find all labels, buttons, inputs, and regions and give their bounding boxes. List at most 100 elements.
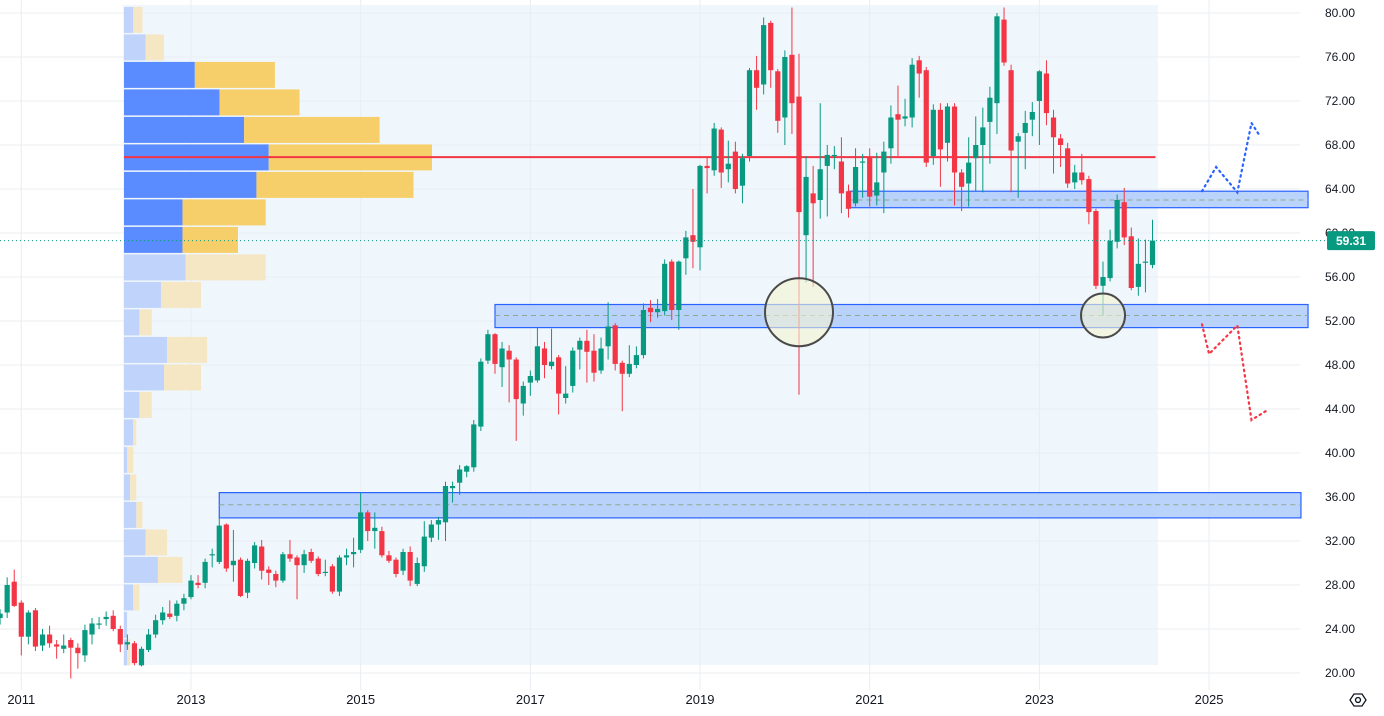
candle — [959, 169, 965, 211]
candle — [457, 465, 463, 495]
candle — [584, 329, 590, 383]
profile-up-bar — [124, 611, 128, 638]
profile-down-bar — [182, 226, 238, 253]
candle-body — [513, 359, 519, 400]
candle — [223, 523, 229, 572]
profile-up-bar — [124, 6, 134, 33]
candle-body — [711, 128, 717, 171]
2023-low-circle[interactable] — [1080, 292, 1127, 339]
candle-body — [329, 566, 335, 592]
candle — [534, 327, 541, 383]
candle-body — [478, 361, 484, 427]
candle-body — [605, 326, 611, 347]
candle — [895, 85, 901, 156]
profile-down-bar — [145, 34, 165, 61]
y-tick-label: 20.00 — [1325, 666, 1355, 680]
candle-body — [633, 355, 639, 365]
candle — [322, 559, 328, 577]
candle — [598, 337, 604, 374]
profile-up-bar — [124, 281, 161, 308]
covid-low-circle[interactable] — [764, 277, 834, 348]
time-axis[interactable]: 2011 2013 2015 2017 2019 2021 2023 2025 — [7, 692, 1223, 707]
candle — [619, 360, 625, 412]
y-tick-label: 40.00 — [1325, 446, 1355, 460]
x-tick-label: 2019 — [686, 692, 715, 707]
candle-body — [294, 557, 300, 566]
bearish-scenario-path[interactable] — [1200, 323, 1267, 422]
candle — [669, 259, 675, 320]
candle — [372, 512, 378, 549]
candle-body — [266, 569, 272, 573]
candle — [315, 556, 321, 577]
scenario-paths[interactable] — [1200, 120, 1267, 422]
y-tick-label: 56.00 — [1325, 270, 1355, 284]
candle — [266, 566, 272, 585]
candle-body — [810, 193, 816, 204]
candle-body — [951, 106, 958, 173]
candle-body — [690, 235, 696, 242]
candle — [810, 165, 816, 287]
candle-body — [75, 647, 81, 654]
profile-down-bar — [136, 501, 143, 528]
candle-body — [548, 361, 555, 367]
candle — [343, 548, 350, 566]
candle — [131, 641, 138, 666]
candle — [421, 521, 427, 572]
profile-up-bar — [124, 501, 137, 528]
candle-body — [683, 237, 689, 259]
x-tick-label: 2025 — [1195, 692, 1224, 707]
profile-up-bar — [124, 584, 134, 611]
candle-body — [775, 71, 781, 121]
middle-support-zone[interactable] — [494, 303, 1309, 329]
candle — [18, 600, 24, 656]
candle-body — [591, 350, 597, 373]
candle — [930, 104, 936, 165]
candle-body — [372, 527, 378, 532]
candles — [0, 7, 1156, 679]
candle-body — [54, 644, 60, 647]
price-axis[interactable]: 80.0076.0072.0068.0064.0060.0056.0052.00… — [1325, 6, 1355, 680]
candle — [563, 366, 569, 404]
candle — [61, 634, 67, 654]
candle — [994, 13, 1000, 134]
candle — [237, 557, 244, 598]
candle — [966, 137, 972, 207]
candle — [181, 593, 187, 611]
candle-body — [739, 158, 746, 186]
profile-down-bar — [145, 529, 168, 556]
candle — [188, 575, 194, 600]
candle-body — [131, 643, 138, 664]
highlight-circles[interactable] — [764, 277, 1127, 348]
profile-up-bar — [124, 254, 186, 281]
candle — [244, 558, 251, 599]
profile-up-bar — [124, 639, 128, 666]
candle-body — [761, 25, 767, 85]
x-tick-label: 2011 — [7, 692, 35, 707]
candle-body — [365, 512, 371, 532]
candle-body — [867, 157, 873, 197]
candle-body — [626, 363, 632, 374]
candle — [1022, 110, 1028, 170]
candle — [499, 341, 505, 387]
x-tick-label: 2015 — [346, 692, 375, 707]
candle — [46, 625, 53, 648]
upper-resistance-zone[interactable] — [847, 190, 1309, 209]
candle-body — [655, 308, 661, 313]
candle — [612, 323, 618, 371]
y-tick-label: 36.00 — [1325, 490, 1355, 504]
lower-support-zone[interactable] — [218, 492, 1302, 519]
candle-body — [68, 640, 74, 648]
candle-body — [676, 261, 682, 310]
candle-body — [1121, 202, 1127, 238]
candle-body — [881, 151, 887, 173]
candle-body — [308, 552, 314, 561]
candle — [287, 539, 293, 562]
bullish-scenario-path[interactable] — [1200, 120, 1260, 195]
chart-settings-icon[interactable] — [1349, 693, 1367, 707]
candle-body — [400, 552, 406, 571]
candle-body — [379, 531, 385, 556]
candle — [662, 259, 668, 316]
candle — [1079, 153, 1085, 185]
candle-body — [301, 554, 307, 566]
